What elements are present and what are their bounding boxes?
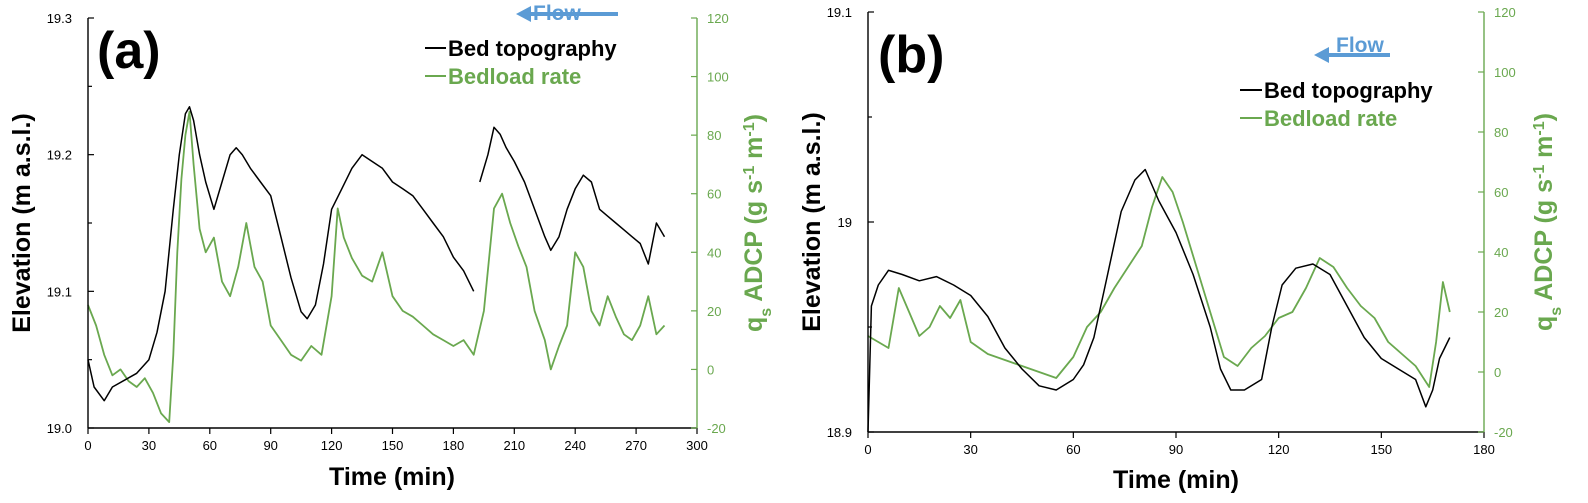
chart-a-x-axis-title: Time (min)	[329, 463, 455, 491]
chart-b-x-axis-title: Time (min)	[1113, 466, 1239, 494]
chart-a-y-tick-label: 19.0	[47, 421, 72, 436]
chart-a-x-tick-label: 240	[564, 438, 586, 453]
chart-a: 0 30 60 90 120 150 180 210 240 270 300 19.0 19.1 19.2…	[8, 2, 775, 491]
chart-a-x-tick-label: 270	[625, 438, 647, 453]
chart-b-x-tick-label: 150	[1370, 442, 1392, 457]
chart-a-x-tick-label: 30	[142, 438, 156, 453]
chart-a-series-bed-topography	[479, 126, 666, 265]
chart-a-x-tick-label: 150	[382, 438, 404, 453]
legend-label-bedload: Bedload rate	[1264, 106, 1397, 131]
chart-b-right-tick-label: 20	[1494, 305, 1508, 320]
chart-a-legend: Bed topography Bedload rate	[425, 36, 617, 89]
chart-b-right-tick-label: 80	[1494, 125, 1508, 140]
chart-b-right-axis-title: qs ADCP (g s-1 m-1)	[1530, 113, 1565, 331]
chart-b-right-tick-label: 100	[1494, 65, 1516, 80]
chart-b-series-bedload-rate	[867, 176, 1451, 388]
chart-b-marks	[867, 168, 1451, 433]
chart-a-y-tick-label: 19.2	[47, 148, 72, 163]
chart-a-x-tick-label: 0	[84, 438, 91, 453]
chart-a-x-tick-label: 60	[203, 438, 217, 453]
chart-a-right-tick-label: 40	[707, 245, 721, 260]
chart-b-y-tick-label: 18.9	[827, 425, 852, 440]
chart-b-x-tick-label: 60	[1066, 442, 1080, 457]
chart-a-series-bed-topography	[87, 106, 475, 402]
chart-a-flow-indicator: Flow	[516, 2, 618, 25]
chart-b-x-tick-label: 180	[1473, 442, 1495, 457]
chart-b-x-tick-label: 90	[1169, 442, 1183, 457]
chart-a-y-axis-title: Elevation (m a.s.l.)	[8, 113, 36, 333]
chart-b-right-tick-label: -20	[1494, 425, 1513, 440]
chart-b-flow-indicator: Flow	[1314, 34, 1390, 63]
chart-a-x-tick-label: 120	[321, 438, 343, 453]
chart-a-y-tick-label: 19.3	[47, 11, 72, 26]
legend-label-bedload: Bedload rate	[448, 64, 581, 89]
chart-a-series-bedload-rate	[87, 110, 666, 423]
chart-b-x-tick-label: 0	[864, 442, 871, 457]
chart-a-flow-label: Flow	[533, 2, 581, 25]
chart-a-right-tick-label: 60	[707, 187, 721, 202]
chart-b: 0 30 60 90 120 150 180 18.9 19 19.1 -20 0 20 40 60 80 10…	[798, 5, 1565, 494]
chart-b-y-tick-label: 19.1	[827, 5, 852, 20]
chart-a-right-tick-label: 80	[707, 128, 721, 143]
chart-b-ticks: 0 30 60 90 120 150 180 18.9 19 19.1 -20 0 20 40 60 80 10…	[827, 5, 1516, 457]
flow-arrowhead-icon	[1314, 47, 1329, 63]
chart-a-x-tick-label: 210	[503, 438, 525, 453]
chart-a-right-axis-title: qs ADCP (g s-1 m-1)	[740, 114, 775, 332]
chart-a-right-tick-label: 0	[707, 362, 714, 377]
chart-a-x-tick-label: 300	[686, 438, 708, 453]
chart-a-right-tick-label: 120	[707, 11, 729, 26]
chart-b-right-tick-label: 40	[1494, 245, 1508, 260]
chart-b-series-bed-topography	[867, 168, 1451, 433]
chart-a-x-tick-label: 180	[443, 438, 465, 453]
chart-a-ticks: 0 30 60 90 120 150 180 210 240 270 300 19.0 19.1 19.2…	[47, 11, 729, 453]
chart-b-right-tick-label: 120	[1494, 5, 1516, 20]
flow-arrowhead-icon	[516, 6, 531, 22]
chart-b-right-tick-label: 60	[1494, 185, 1508, 200]
chart-b-flow-label: Flow	[1336, 34, 1384, 57]
chart-a-right-tick-label: -20	[707, 421, 726, 436]
chart-b-y-axis-title: Elevation (m a.s.l.)	[798, 112, 826, 332]
chart-b-right-tick-label: 0	[1494, 365, 1501, 380]
chart-b-legend: Bed topography Bedload rate	[1240, 78, 1433, 131]
chart-a-panel-label: (a)	[97, 22, 161, 80]
chart-a-x-tick-label: 90	[263, 438, 277, 453]
chart-b-y-tick-label: 19	[838, 215, 852, 230]
legend-label-bed: Bed topography	[448, 36, 617, 61]
chart-b-panel-label: (b)	[878, 26, 944, 84]
chart-a-right-tick-label: 20	[707, 304, 721, 319]
chart-a-marks	[87, 106, 666, 423]
legend-label-bed: Bed topography	[1264, 78, 1433, 103]
chart-a-y-tick-label: 19.1	[47, 284, 72, 299]
chart-b-x-tick-label: 120	[1268, 442, 1290, 457]
chart-b-x-tick-label: 30	[963, 442, 977, 457]
chart-a-right-tick-label: 100	[707, 70, 729, 85]
